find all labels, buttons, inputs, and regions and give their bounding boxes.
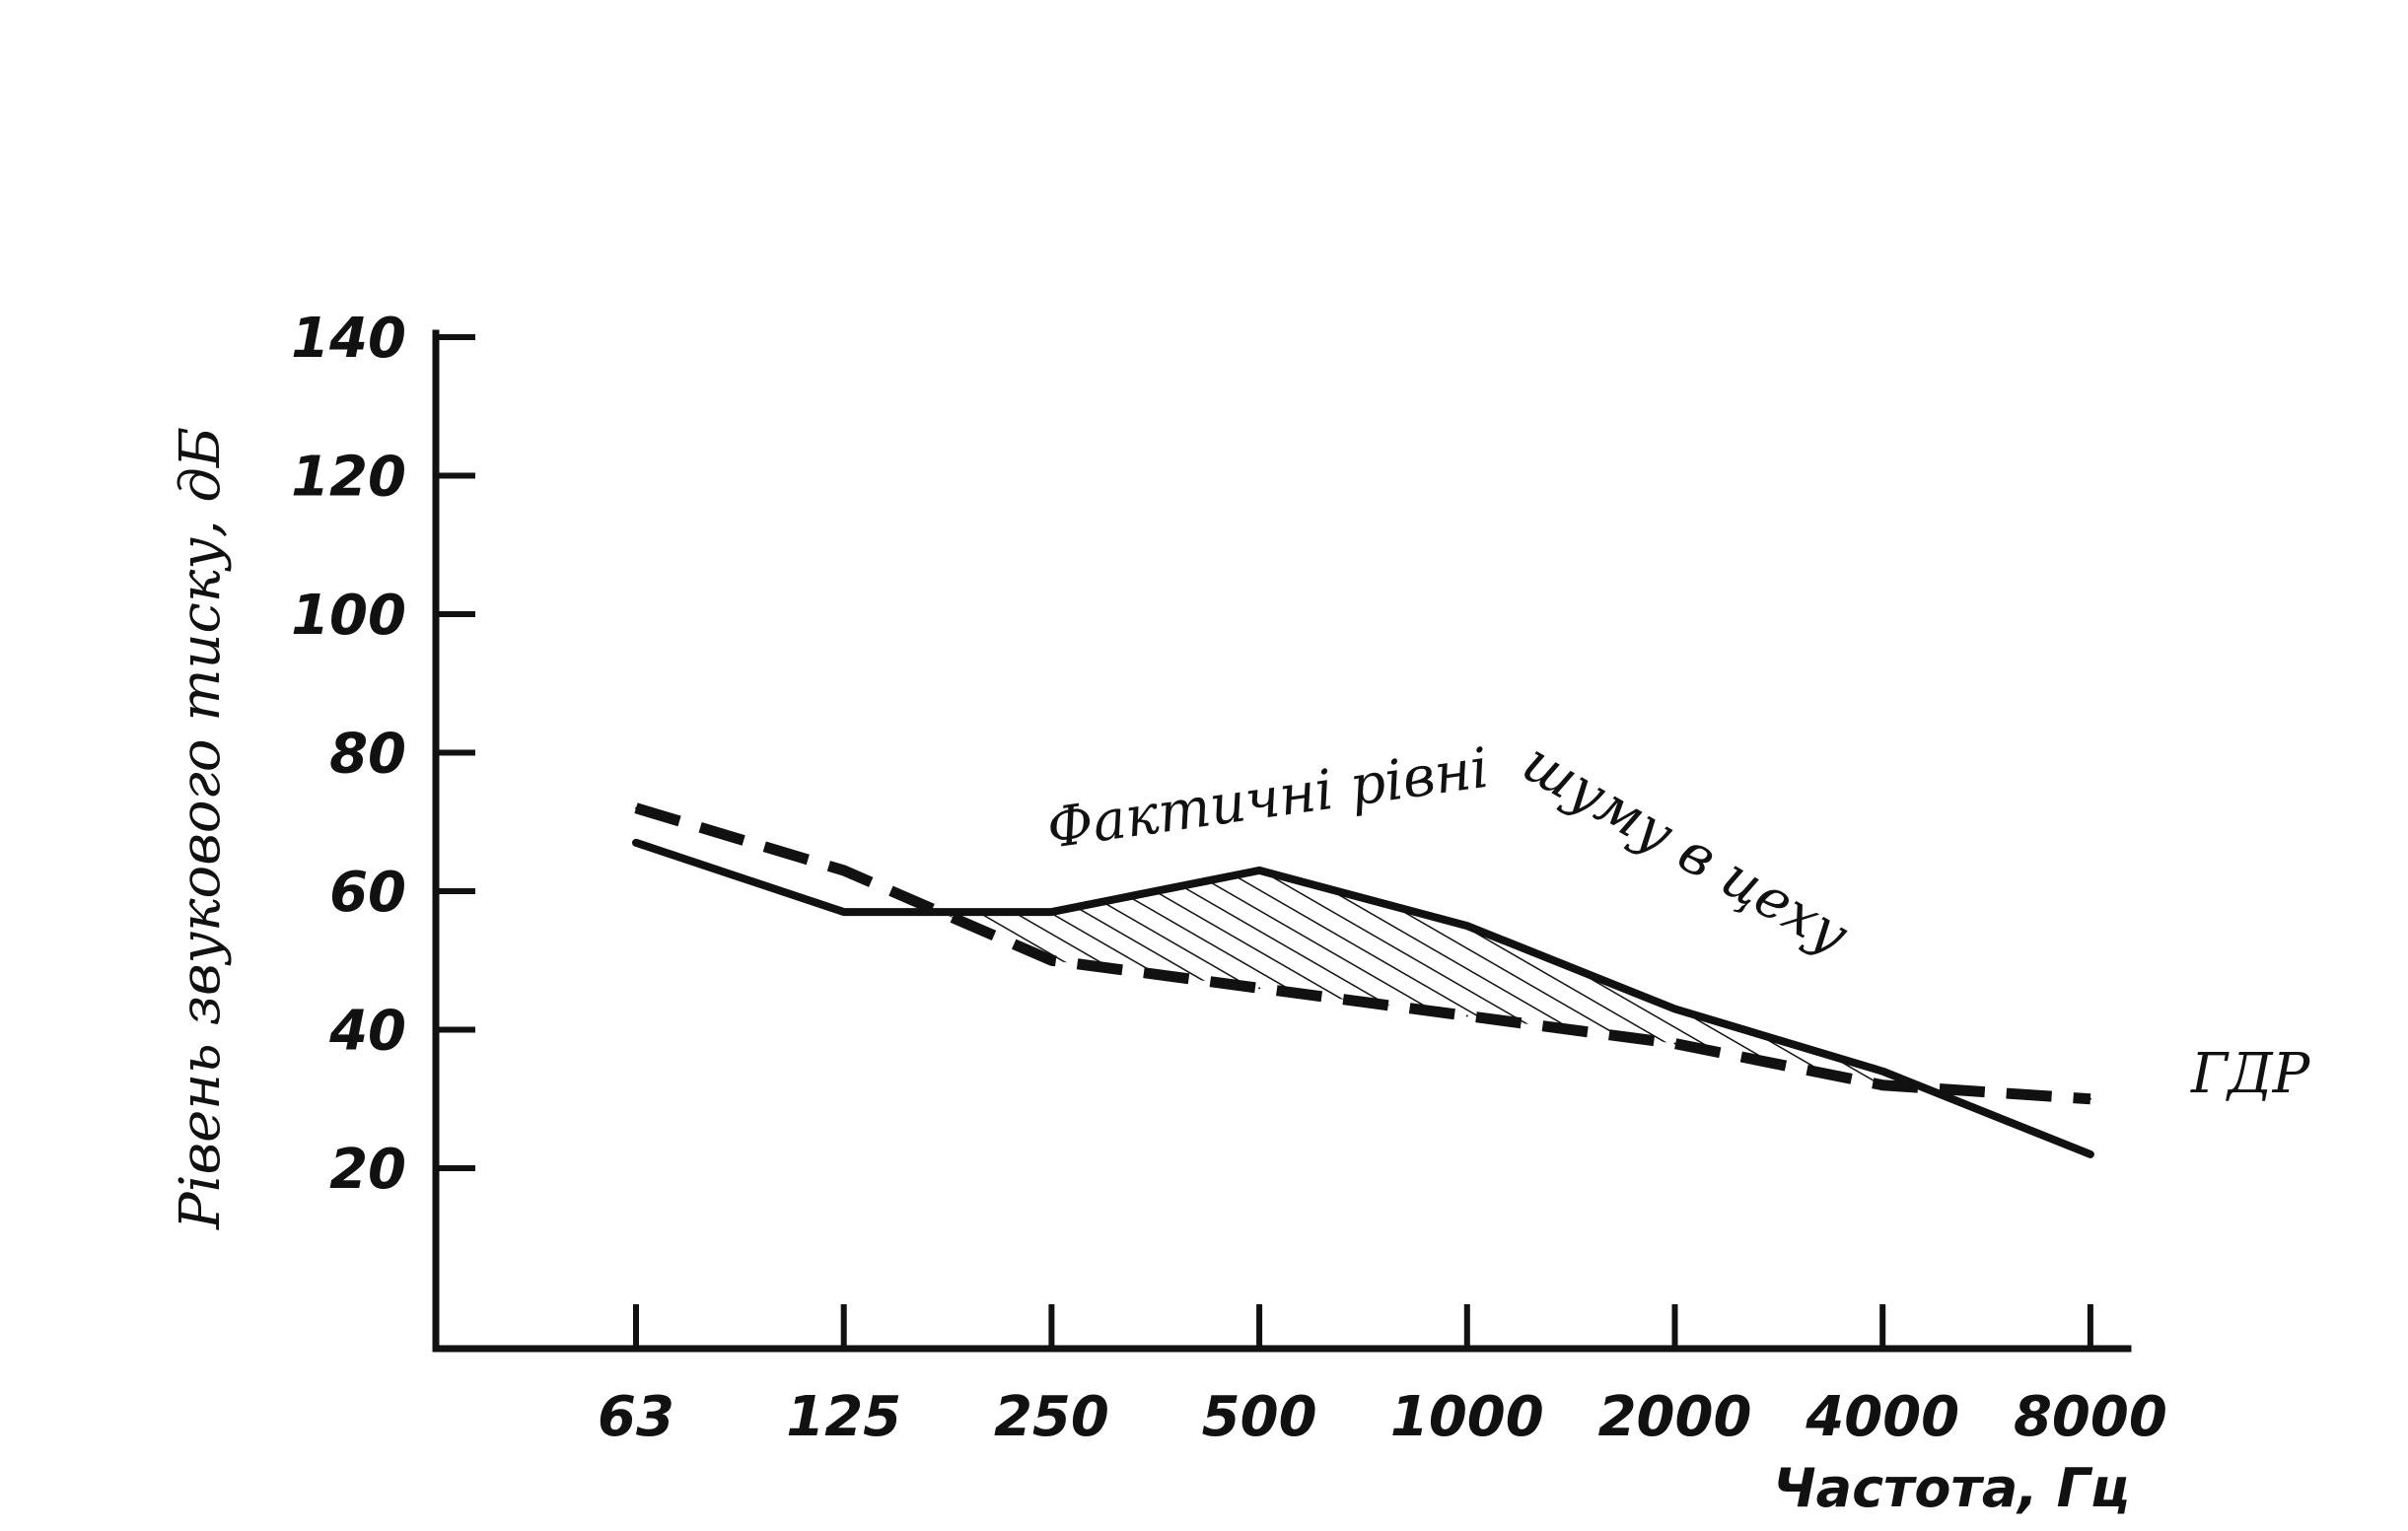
- y-tick-label-20: 20: [329, 1138, 406, 1202]
- axes-layer: [432, 329, 2132, 1353]
- point-actual-4000: [1881, 1070, 1884, 1073]
- point-actual-2000: [1673, 1008, 1676, 1010]
- series-line-actual: [632, 838, 2094, 1158]
- series-line-gdr: [634, 802, 2091, 1105]
- point-gdr-250: [1050, 959, 1053, 962]
- x-tick-label-63: 63: [598, 1385, 674, 1449]
- point-gdr-125: [842, 869, 845, 871]
- annotation-limit-gdr: ГДР: [2190, 1042, 2311, 1106]
- exceedance-hatch-layer: [942, 870, 1920, 1088]
- point-gdr-63: [635, 806, 637, 809]
- y-axis-title: Рівень звукового тиску, дБ: [169, 427, 233, 1230]
- x-tick-label-2000: 2000: [1598, 1385, 1752, 1449]
- x-tick-label-125: 125: [786, 1385, 901, 1449]
- exceedance-hatch-0: [942, 870, 1920, 1088]
- point-actual-500: [1258, 869, 1261, 871]
- x-axis-title: Частота, Гц: [1773, 1457, 2130, 1519]
- x-tick-label-4000: 4000: [1805, 1385, 1959, 1449]
- y-tick-label-120: 120: [291, 446, 406, 510]
- x-tick-label-500: 500: [1202, 1385, 1317, 1449]
- point-actual-125: [842, 911, 845, 914]
- y-tick-label-100: 100: [291, 584, 406, 648]
- labels-layer: 140 120 100 80 60 40 20 63 125 250 500 1000 2000 4000…: [291, 307, 2167, 1449]
- point-actual-1000: [1465, 925, 1468, 928]
- x-tick-label-1000: 1000: [1390, 1385, 1544, 1449]
- point-gdr-2000: [1673, 1042, 1676, 1045]
- point-gdr-4000: [1881, 1083, 1884, 1086]
- y-tick-label-140: 140: [291, 307, 406, 371]
- y-tick-label-80: 80: [329, 723, 406, 787]
- annotation-actual-part1: Фактичні рівні: [1043, 736, 1493, 862]
- series-layer: [632, 802, 2094, 1158]
- annotation-actual-part2: шуму в цеху: [1512, 731, 1859, 968]
- point-gdr-8000: [2089, 1097, 2091, 1100]
- x-tick-label-250: 250: [994, 1385, 1109, 1449]
- y-tick-label-40: 40: [328, 1000, 406, 1064]
- point-gdr-1000: [1465, 1014, 1468, 1017]
- x-tick-label-8000: 8000: [2014, 1385, 2167, 1449]
- point-actual-63: [635, 841, 637, 844]
- point-actual-8000: [2089, 1152, 2091, 1155]
- point-actual-250: [1050, 911, 1053, 914]
- point-gdr-500: [1258, 987, 1261, 990]
- y-tick-label-60: 60: [329, 861, 406, 925]
